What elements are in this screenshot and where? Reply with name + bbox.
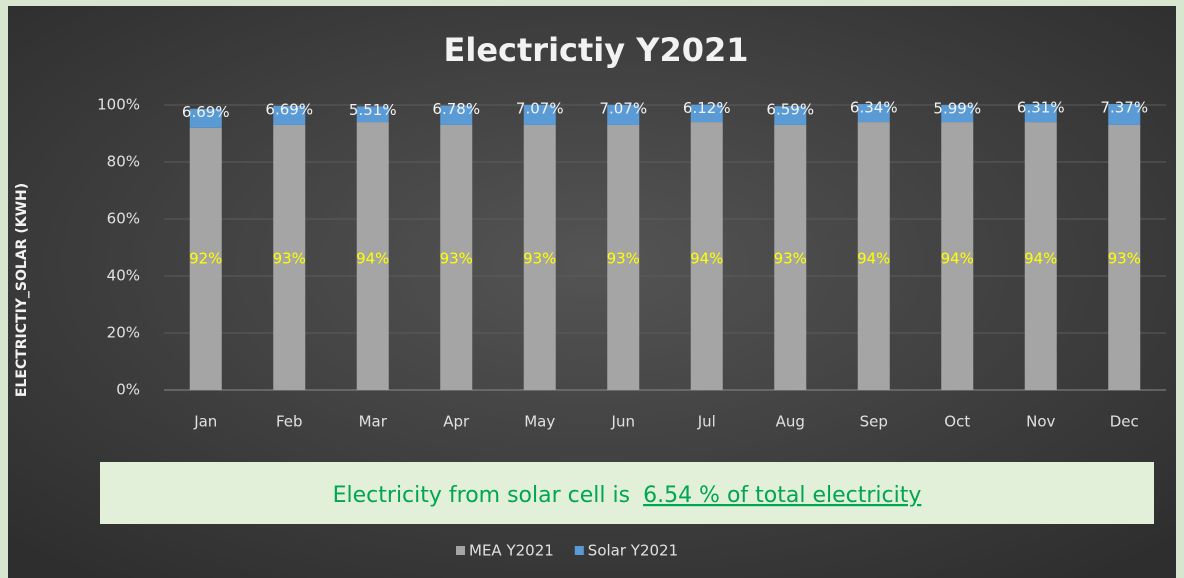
bar-segment <box>941 105 974 123</box>
legend-label: MEA Y2021 <box>469 542 554 560</box>
x-tick-label: Mar <box>359 413 388 431</box>
data-label: 93% <box>774 249 807 267</box>
data-label: 93% <box>440 249 473 267</box>
bar-segment <box>774 124 807 390</box>
chart-title: Electrictiy Y2021 <box>443 31 748 69</box>
legend-swatch <box>574 546 584 555</box>
bar-segment <box>523 124 556 390</box>
bar-segment <box>1024 104 1057 123</box>
bar-segment <box>1024 122 1057 390</box>
bar-segment <box>440 105 473 125</box>
data-label: 6.34% <box>850 99 898 117</box>
y-tick-label: 60% <box>107 210 140 228</box>
x-tick-label: Dec <box>1110 413 1139 431</box>
x-tick-label: Jun <box>611 413 635 431</box>
data-label: 6.69% <box>182 103 230 121</box>
data-label: 93% <box>273 249 306 267</box>
data-label: 94% <box>1024 249 1057 267</box>
data-label: 5.51% <box>349 101 397 119</box>
data-label: 94% <box>941 249 974 267</box>
annotation-highlight: 6.54 % of total electricity <box>643 483 921 508</box>
bar-segment <box>941 122 974 390</box>
legend-label: Solar Y2021 <box>588 542 678 560</box>
x-tick-label: Apr <box>443 413 470 431</box>
annotation-text: Electricity from solar cell is <box>333 483 630 508</box>
bar-segment <box>690 122 723 390</box>
bar-segment <box>857 104 890 123</box>
bar-segment <box>1108 103 1141 125</box>
bar-segment <box>273 105 306 125</box>
bar-segment <box>857 122 890 390</box>
data-label: 6.59% <box>766 101 814 119</box>
x-tick-label: Jul <box>697 413 716 431</box>
data-label: 93% <box>523 249 556 267</box>
bar-segment <box>607 104 640 125</box>
y-tick-label: 100% <box>97 96 140 114</box>
legend-swatch <box>456 546 465 555</box>
x-tick-label: Jan <box>193 413 217 431</box>
data-label: 94% <box>857 249 890 267</box>
bar-segment <box>523 104 556 125</box>
data-label: 94% <box>690 249 723 267</box>
y-tick-label: 0% <box>116 381 140 399</box>
data-label: 5.99% <box>933 100 981 118</box>
x-tick-label: Feb <box>276 413 303 431</box>
x-tick-label: Oct <box>944 413 970 431</box>
y-axis-label: ELECTRICTIY_SOLAR (KWH) <box>14 183 30 397</box>
bar-segment <box>273 124 306 390</box>
x-tick-label: Sep <box>860 413 888 431</box>
data-label: 7.37% <box>1100 98 1148 116</box>
bar-segment <box>356 122 389 390</box>
bar-segment <box>774 106 807 125</box>
bar-segment <box>189 127 222 391</box>
x-tick-label: Nov <box>1026 413 1055 431</box>
data-label: 92% <box>189 249 222 267</box>
bar-segment <box>1108 124 1141 390</box>
data-label: 6.78% <box>432 100 480 118</box>
data-label: 7.07% <box>516 99 564 117</box>
bar-segment <box>189 108 222 128</box>
data-label: 7.07% <box>599 99 647 117</box>
y-tick-label: 80% <box>107 153 140 171</box>
bar-segment <box>440 124 473 390</box>
data-label: 93% <box>1108 249 1141 267</box>
bar-segment <box>356 106 389 123</box>
y-tick-label: 20% <box>107 324 140 342</box>
annotation: Electricity from solar cell is 6.54 % of… <box>333 483 922 508</box>
annotation-box <box>100 462 1154 524</box>
data-label: 6.31% <box>1017 99 1065 117</box>
bar-segment <box>607 124 640 390</box>
data-label: 94% <box>356 249 389 267</box>
bar-segment <box>690 104 723 123</box>
x-tick-label: Aug <box>776 413 805 431</box>
data-label: 93% <box>607 249 640 267</box>
data-label: 6.12% <box>683 99 731 117</box>
x-tick-label: May <box>524 413 555 431</box>
data-label: 6.69% <box>265 100 313 118</box>
y-tick-label: 40% <box>107 267 140 285</box>
